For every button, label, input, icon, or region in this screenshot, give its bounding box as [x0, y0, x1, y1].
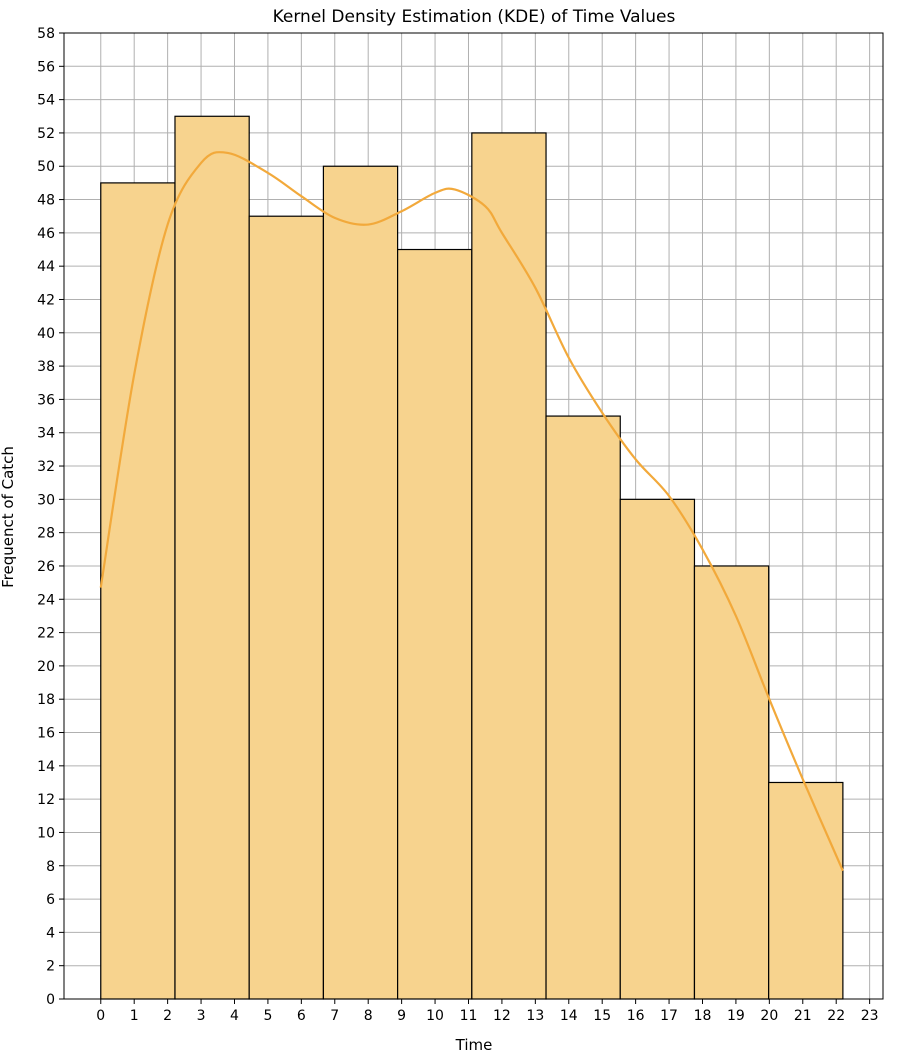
y-axis-ticks: 0246810121416182022242628303234363840424…: [37, 26, 64, 1008]
x-tick-label: 15: [593, 1008, 611, 1024]
y-tick-label: 48: [37, 193, 55, 209]
x-tick-label: 22: [827, 1008, 845, 1024]
x-tick-label: 19: [727, 1008, 745, 1024]
y-tick-label: 34: [37, 426, 55, 442]
y-tick-label: 6: [46, 892, 55, 908]
x-tick-label: 9: [397, 1008, 406, 1024]
y-tick-label: 10: [37, 825, 55, 841]
x-tick-label: 0: [96, 1008, 105, 1024]
x-axis-label: Time: [455, 1036, 493, 1052]
x-tick-label: 4: [230, 1008, 239, 1024]
y-tick-label: 36: [37, 392, 55, 408]
x-tick-label: 12: [493, 1008, 511, 1024]
y-tick-label: 32: [37, 459, 55, 475]
y-tick-label: 38: [37, 359, 55, 375]
x-tick-label: 8: [364, 1008, 373, 1024]
x-tick-label: 3: [197, 1008, 206, 1024]
x-tick-label: 1: [130, 1008, 139, 1024]
x-tick-label: 11: [460, 1008, 478, 1024]
x-tick-label: 5: [263, 1008, 272, 1024]
y-tick-label: 16: [37, 726, 55, 742]
x-tick-label: 23: [861, 1008, 879, 1024]
histogram-bar: [471, 132, 547, 1000]
y-tick-label: 56: [37, 59, 55, 75]
plot-frame: [63, 32, 884, 1000]
histogram-bar: [174, 115, 250, 1000]
histogram-bars: [100, 115, 844, 1000]
x-tick-label: 21: [794, 1008, 812, 1024]
histogram-bar: [322, 165, 399, 1000]
x-tick-label: 13: [526, 1008, 544, 1024]
y-tick-label: 18: [37, 692, 55, 708]
y-tick-label: 46: [37, 226, 55, 242]
y-tick-label: 40: [37, 326, 55, 342]
x-tick-label: 17: [660, 1008, 678, 1024]
y-tick-label: 42: [37, 292, 55, 308]
x-tick-label: 6: [297, 1008, 306, 1024]
kde-curve: [99, 150, 844, 872]
y-tick-label: 50: [37, 159, 55, 175]
histogram-bar: [397, 248, 473, 1000]
y-tick-label: 8: [46, 859, 55, 875]
histogram-bar: [768, 781, 844, 1000]
y-tick-label: 26: [37, 559, 55, 575]
histogram-bar: [619, 498, 696, 1000]
y-tick-label: 58: [37, 26, 55, 42]
y-tick-label: 12: [37, 792, 55, 808]
y-axis-label: Frequenct of Catch: [0, 446, 17, 588]
y-tick-label: 54: [37, 93, 55, 109]
x-tick-label: 2: [163, 1008, 172, 1024]
x-tick-label: 18: [694, 1008, 712, 1024]
y-tick-label: 0: [46, 992, 55, 1008]
y-tick-label: 4: [46, 925, 55, 941]
kde-curve-layer: [99, 150, 844, 872]
x-tick-label: 20: [760, 1008, 778, 1024]
x-axis-ticks: 0 1 2 3 4 5 6 7 8 9 10 11 12 13 14 15 16 17 18 19 20 21 22 23: [96, 999, 879, 1024]
y-tick-label: 30: [37, 492, 55, 508]
y-tick-label: 52: [37, 126, 55, 142]
y-tick-label: 28: [37, 526, 55, 542]
y-tick-label: 24: [37, 592, 55, 608]
y-tick-label: 22: [37, 626, 55, 642]
x-tick-label: 10: [426, 1008, 444, 1024]
x-tick-label: 14: [560, 1008, 578, 1024]
y-tick-label: 20: [37, 659, 55, 675]
histogram-bar: [100, 182, 176, 1000]
y-tick-label: 44: [37, 259, 55, 275]
x-tick-label: 16: [627, 1008, 645, 1024]
y-tick-label: 14: [37, 759, 55, 775]
histogram-bar: [693, 565, 770, 1000]
histogram-bar: [248, 215, 325, 1000]
histogram-bar: [545, 415, 621, 1000]
y-tick-label: 2: [46, 959, 55, 975]
x-tick-label: 7: [330, 1008, 339, 1024]
chart-title: Kernel Density Estimation (KDE) of Time …: [273, 7, 676, 27]
